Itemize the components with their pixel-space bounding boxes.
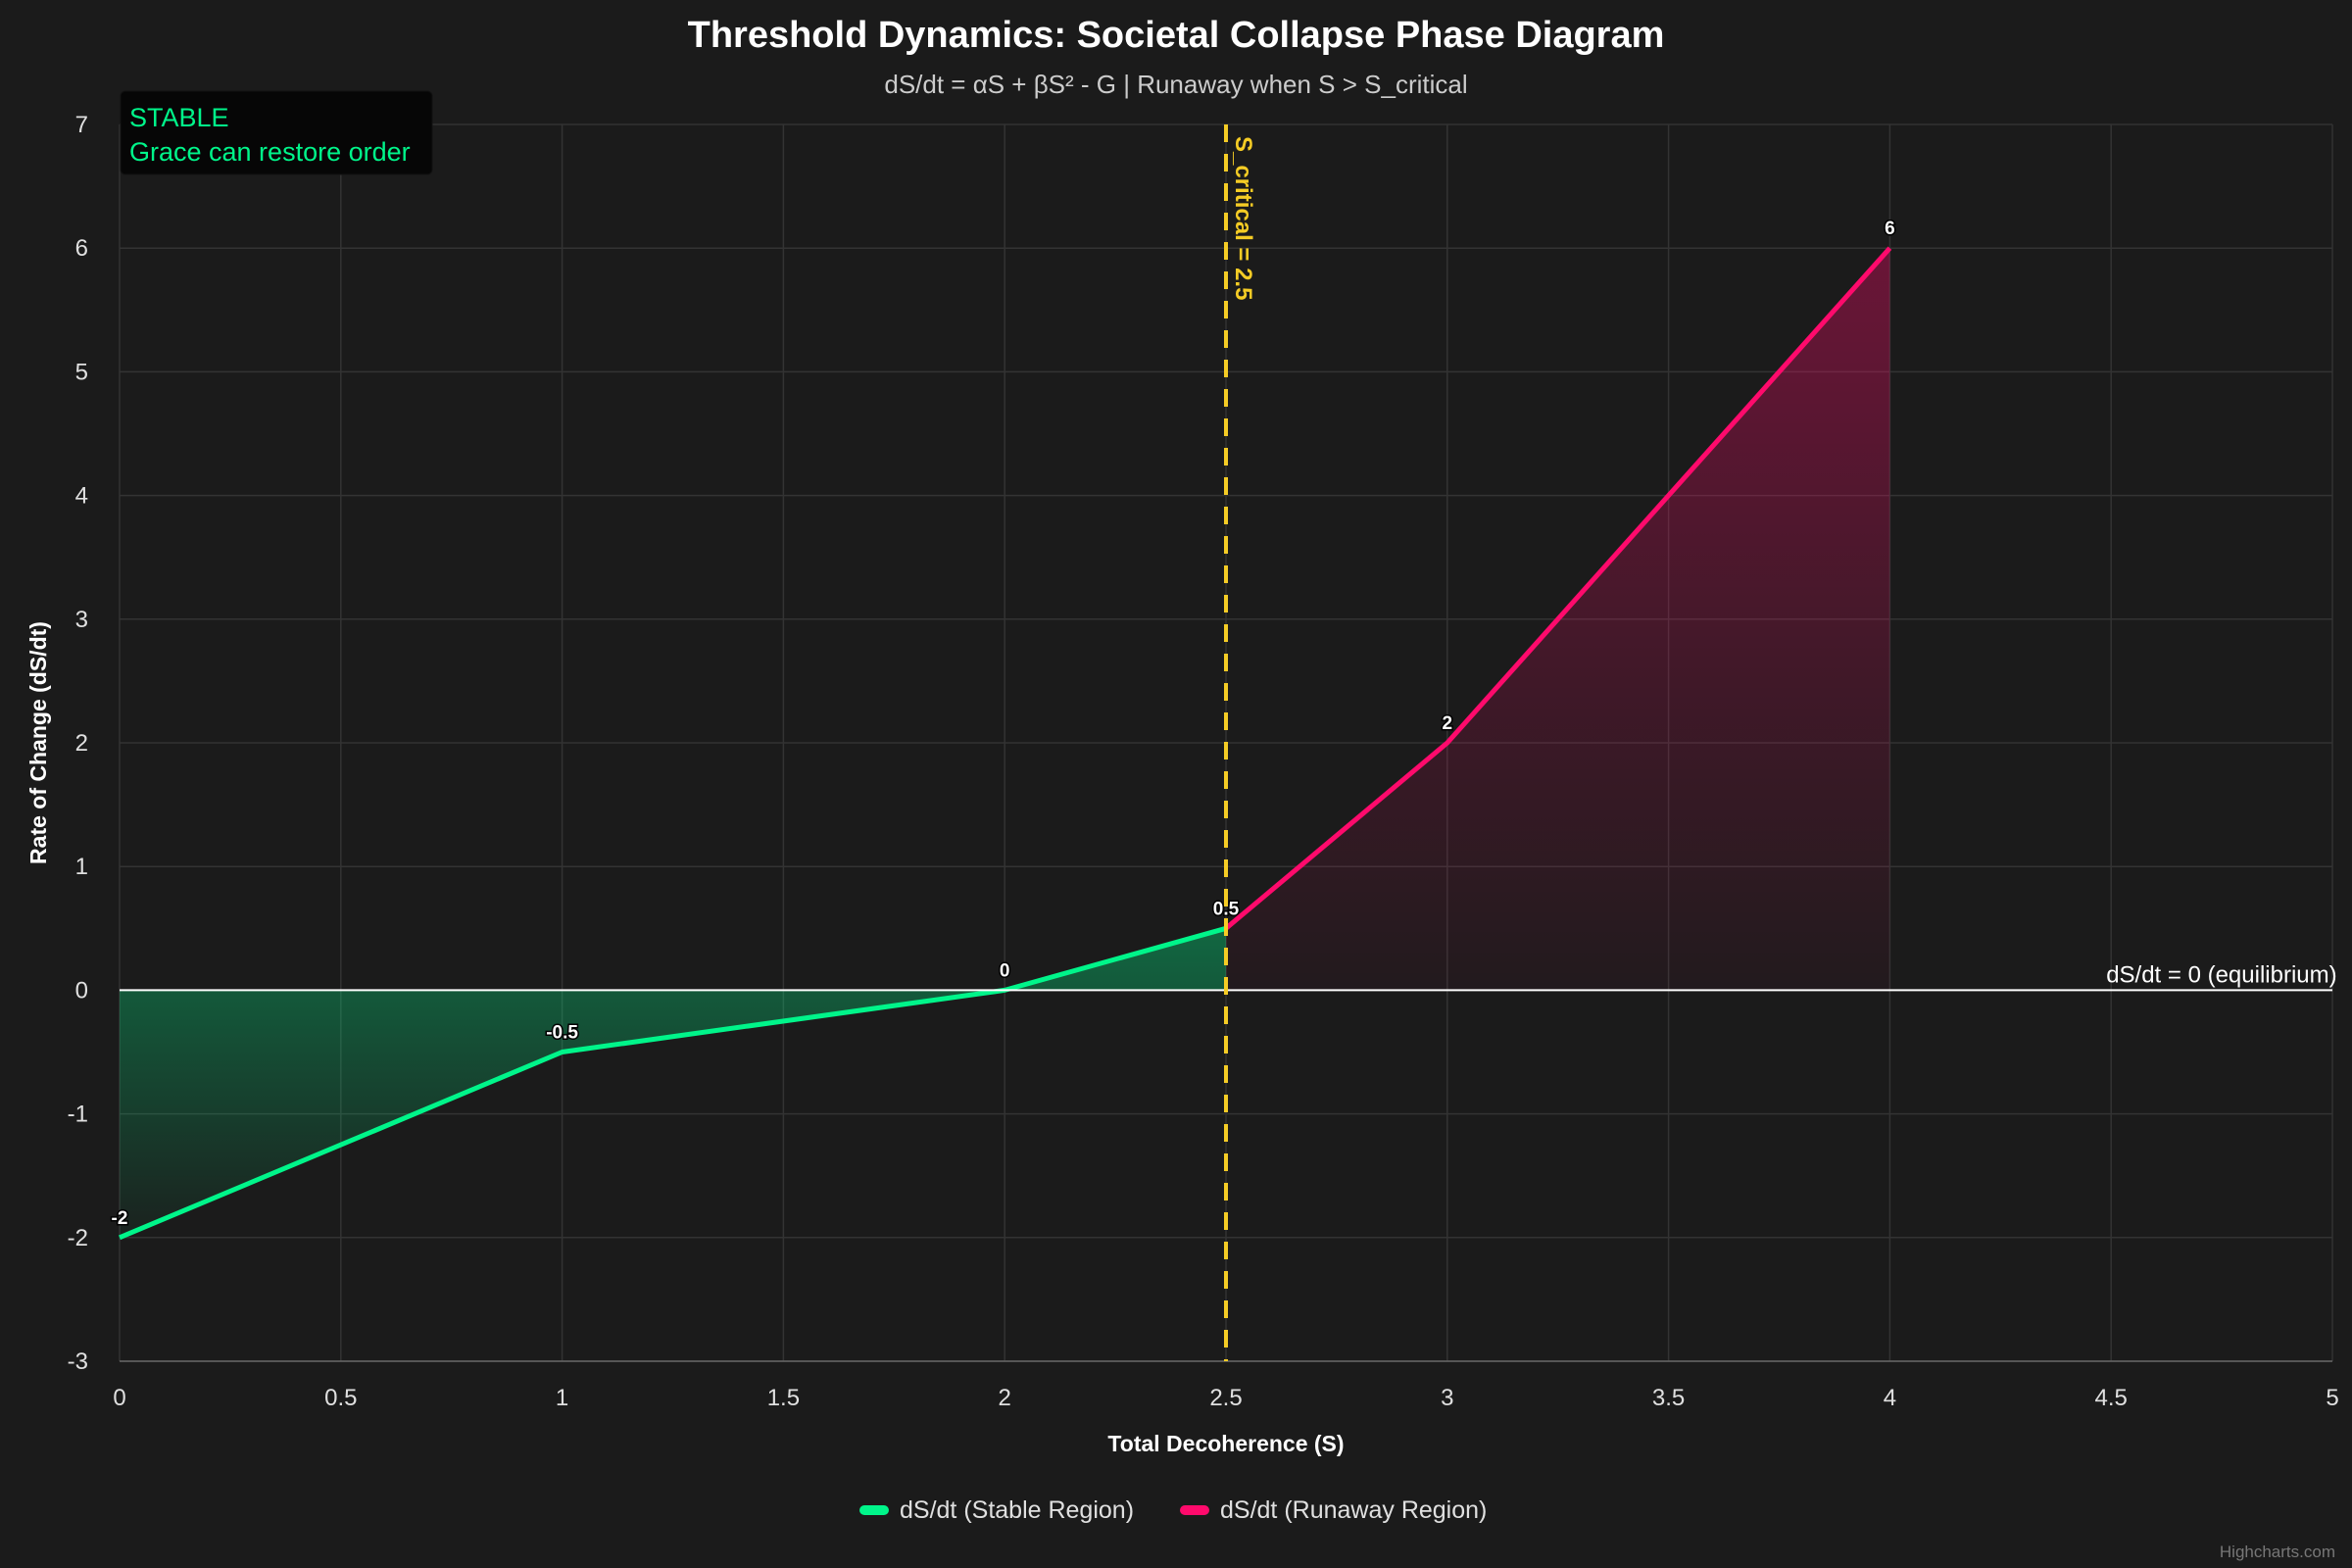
x-tick-label: 2 [999,1385,1011,1411]
y-tick-label: -3 [68,1348,88,1375]
legend-item-stable[interactable]: dS/dt (Stable Region) [859,1496,1134,1524]
chart-title: Threshold Dynamics: Societal Collapse Ph… [688,15,1665,56]
y-axis-title: Rate of Change (dS/dt) [25,621,51,864]
x-tick-label: 4 [1884,1385,1896,1411]
y-tick-label: 7 [75,112,88,138]
x-tick-label: 3 [1441,1385,1453,1411]
y-tick-label: 2 [75,730,88,757]
y-tick-label: 5 [75,359,88,385]
critical-threshold-label: S_critical = 2.5 [1230,136,1256,300]
series-line-runaway [1224,246,1892,931]
legend: dS/dt (Stable Region) dS/dt (Runaway Reg… [859,1496,1487,1524]
x-tick-label: 3.5 [1652,1385,1685,1411]
x-tick-label: 5 [2326,1385,2338,1411]
x-tick-label: 1.5 [767,1385,800,1411]
x-tick-label: 1 [556,1385,568,1411]
x-axis-title: Total Decoherence (S) [1107,1431,1344,1456]
annotation-message: Grace can restore order [129,137,411,167]
equilibrium-label: dS/dt = 0 (equilibrium) [2106,961,2336,988]
legend-label-stable[interactable]: dS/dt (Stable Region) [900,1496,1134,1524]
y-tick-label: 3 [75,607,88,633]
legend-symbol-runaway [1180,1505,1209,1515]
chart-subtitle: dS/dt = αS + βS² - G | Runaway when S > … [884,70,1467,99]
y-tick-label: 6 [75,235,88,262]
x-tick-label: 0 [113,1385,125,1411]
data-label: 0 [1000,960,1010,981]
data-label: 0.5 [1213,899,1240,919]
x-tick-label: 4.5 [2095,1385,2128,1411]
legend-symbol-stable [859,1505,889,1515]
annotation-status: STABLE [129,103,229,132]
annotation-background [120,90,433,175]
y-tick-label: 4 [75,483,88,510]
legend-label-runaway[interactable]: dS/dt (Runaway Region) [1220,1496,1487,1524]
y-tick-label: 0 [75,977,88,1004]
credits-link[interactable]: Highcharts.com [2220,1543,2335,1561]
y-tick-label: -2 [68,1225,88,1251]
y-tick-label: 1 [75,854,88,880]
legend-item-runaway[interactable]: dS/dt (Runaway Region) [1180,1496,1487,1524]
x-tick-label: 2.5 [1209,1385,1242,1411]
x-tick-label: 0.5 [324,1385,357,1411]
data-label: -0.5 [546,1023,578,1044]
data-label: 2 [1443,713,1453,734]
y-tick-label: -1 [68,1102,88,1128]
data-label: -2 [112,1208,128,1229]
series-line-stable [119,925,1227,1241]
data-label: 6 [1885,219,1895,239]
area-stable [120,928,1226,1238]
annotation-box: STABLE Grace can restore order [120,90,433,175]
